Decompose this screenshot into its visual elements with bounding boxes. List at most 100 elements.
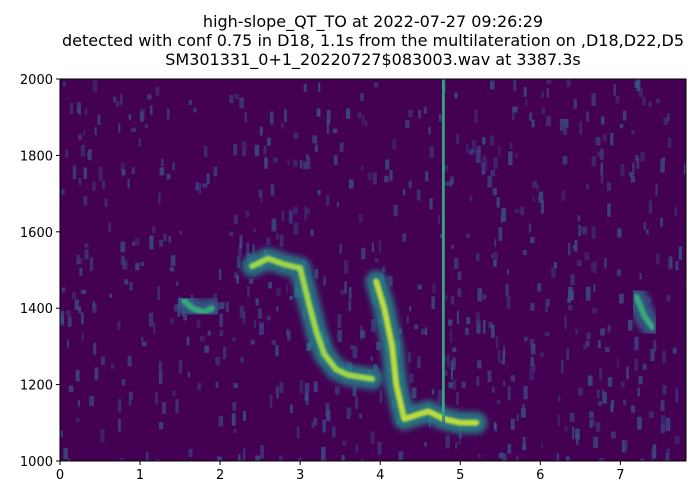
- noise-mark: [453, 257, 459, 270]
- noise-mark: [385, 159, 390, 170]
- noise-mark: [176, 281, 179, 286]
- noise-mark: [529, 367, 535, 380]
- noise-mark: [370, 431, 375, 444]
- noise-mark: [183, 314, 188, 321]
- noise-mark: [634, 336, 639, 351]
- noise-mark: [574, 240, 578, 252]
- noise-mark: [121, 379, 126, 386]
- noise-mark: [110, 363, 115, 370]
- noise-mark: [269, 111, 274, 125]
- noise-mark: [206, 173, 210, 185]
- x-tick-label: 4: [376, 468, 384, 483]
- noise-mark: [572, 426, 575, 439]
- noise-mark: [471, 140, 477, 153]
- noise-mark: [316, 108, 320, 117]
- noise-mark: [525, 99, 528, 107]
- noise-mark: [117, 418, 121, 432]
- noise-mark: [475, 312, 481, 325]
- noise-mark: [299, 379, 304, 394]
- noise-mark: [244, 112, 247, 123]
- noise-mark: [69, 103, 74, 114]
- noise-mark: [293, 207, 298, 215]
- noise-mark: [266, 315, 271, 321]
- x-tick-label: 7: [616, 468, 624, 483]
- title-line-2: detected with conf 0.75 in D18, 1.1s fro…: [61, 31, 685, 50]
- noise-mark: [622, 440, 626, 453]
- noise-mark: [207, 330, 211, 336]
- noise-mark: [120, 94, 123, 105]
- noise-mark: [593, 436, 599, 448]
- noise-mark: [326, 120, 330, 134]
- noise-mark: [229, 231, 234, 237]
- noise-mark: [289, 296, 293, 301]
- noise-mark: [233, 214, 239, 224]
- noise-mark: [429, 198, 433, 210]
- noise-mark: [233, 144, 238, 156]
- noise-mark: [337, 314, 342, 328]
- noise-mark: [662, 384, 667, 395]
- feature-trace: [181, 297, 216, 316]
- noise-mark: [68, 385, 74, 393]
- noise-mark: [75, 417, 80, 423]
- noise-mark: [636, 79, 641, 92]
- noise-mark: [373, 82, 379, 88]
- noise-mark: [352, 385, 357, 397]
- noise-mark: [498, 452, 504, 459]
- noise-mark: [530, 303, 535, 311]
- noise-mark: [640, 458, 645, 461]
- noise-mark: [662, 350, 667, 363]
- noise-mark: [303, 83, 307, 92]
- noise-mark: [152, 226, 156, 234]
- noise-mark: [360, 92, 364, 101]
- noise-mark: [118, 123, 121, 133]
- noise-mark: [466, 233, 470, 239]
- noise-mark: [546, 115, 551, 127]
- noise-mark: [348, 300, 352, 311]
- noise-mark: [188, 100, 192, 105]
- x-axis: 0 1 2 3 4 5 6 7: [56, 461, 624, 483]
- noise-mark: [232, 337, 236, 342]
- x-tick-label: 0: [56, 468, 64, 483]
- noise-mark: [476, 376, 480, 386]
- noise-mark: [457, 288, 462, 297]
- noise-mark: [61, 189, 65, 195]
- noise-mark: [551, 267, 556, 278]
- noise-mark: [636, 158, 640, 169]
- noise-mark: [602, 133, 607, 141]
- noise-mark: [65, 310, 71, 317]
- noise-mark: [154, 392, 159, 405]
- noise-mark: [648, 101, 652, 108]
- noise-mark: [532, 364, 536, 373]
- noise-mark: [146, 451, 149, 461]
- x-tick-label: 3: [296, 468, 304, 483]
- noise-mark: [619, 293, 624, 304]
- noise-mark: [199, 335, 205, 342]
- noise-mark: [318, 82, 321, 92]
- noise-mark: [374, 258, 379, 263]
- noise-mark: [476, 320, 481, 334]
- noise-mark: [127, 178, 130, 189]
- noise-mark: [355, 444, 359, 453]
- noise-mark: [94, 127, 97, 135]
- noise-mark: [388, 275, 393, 286]
- noise-mark: [617, 228, 622, 238]
- noise-mark: [528, 223, 532, 233]
- noise-mark: [242, 411, 247, 421]
- noise-mark: [498, 145, 501, 157]
- noise-mark: [468, 149, 474, 155]
- noise-mark: [76, 102, 81, 114]
- noise-mark: [78, 306, 82, 314]
- noise-mark: [297, 457, 302, 461]
- noise-mark: [506, 295, 511, 309]
- noise-mark: [285, 284, 288, 294]
- noise-mark: [513, 79, 517, 92]
- noise-mark: [478, 453, 481, 458]
- noise-mark: [488, 321, 493, 329]
- noise-mark: [241, 459, 245, 461]
- feature-trace: [373, 278, 480, 426]
- noise-mark: [427, 126, 431, 135]
- noise-mark: [461, 381, 466, 389]
- noise-mark: [615, 96, 620, 104]
- noise-mark: [469, 195, 473, 202]
- noise-mark: [67, 458, 70, 461]
